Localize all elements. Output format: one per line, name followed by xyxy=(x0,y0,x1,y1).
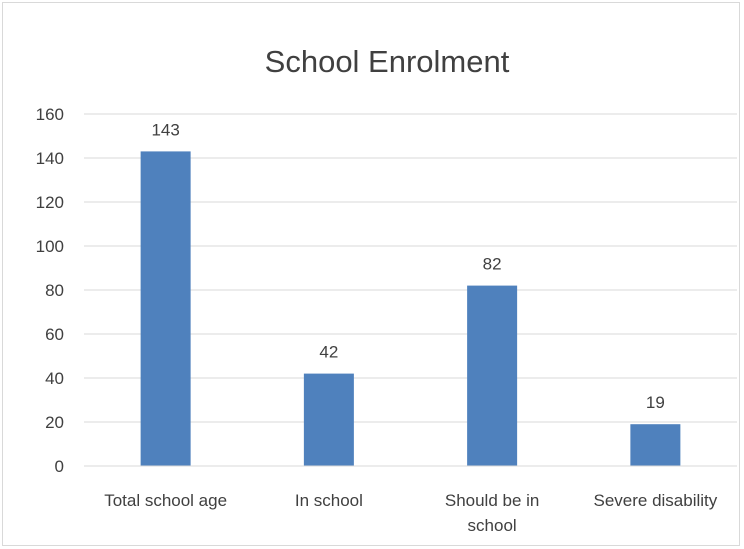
y-tick-label: 100 xyxy=(36,237,64,256)
x-category-label: Total school age xyxy=(104,491,227,510)
x-category-label-line: In school xyxy=(295,491,363,510)
bar xyxy=(140,151,191,466)
x-category-label-line: Total school age xyxy=(104,491,227,510)
data-label: 42 xyxy=(319,343,338,362)
data-label: 143 xyxy=(151,120,179,139)
x-category-label: In school xyxy=(295,491,363,510)
y-tick-label: 40 xyxy=(45,369,64,388)
y-tick-label: 160 xyxy=(36,105,64,124)
x-category-label-line: Severe disability xyxy=(593,491,717,510)
bar xyxy=(467,285,518,466)
x-category-label-line: Should be in xyxy=(445,491,540,510)
bar xyxy=(630,424,681,466)
y-tick-label: 80 xyxy=(45,281,64,300)
x-category-label-line: school xyxy=(468,516,517,535)
x-category-label: Should be in school xyxy=(445,491,540,535)
bar xyxy=(303,373,354,466)
y-tick-label: 140 xyxy=(36,149,64,168)
chart-title: School Enrolment xyxy=(265,44,510,79)
y-tick-label: 60 xyxy=(45,325,64,344)
data-labels: 143 42 82 19 xyxy=(151,120,664,412)
y-tick-label: 20 xyxy=(45,413,64,432)
y-axis-tick-labels: 0 20 40 60 80 100 120 140 160 xyxy=(36,105,64,476)
y-tick-label: 120 xyxy=(36,193,64,212)
data-label: 19 xyxy=(646,393,665,412)
y-tick-label: 0 xyxy=(55,457,64,476)
gridlines xyxy=(84,113,737,423)
x-axis-category-labels: Total school age In school Should be in sch… xyxy=(104,491,718,535)
x-category-label: Severe disability xyxy=(593,491,717,510)
chart-svg: School Enrolment 0 20 40 60 80 100 120 140 160 1… xyxy=(36,44,737,535)
bars xyxy=(140,151,681,466)
data-label: 82 xyxy=(483,255,502,274)
